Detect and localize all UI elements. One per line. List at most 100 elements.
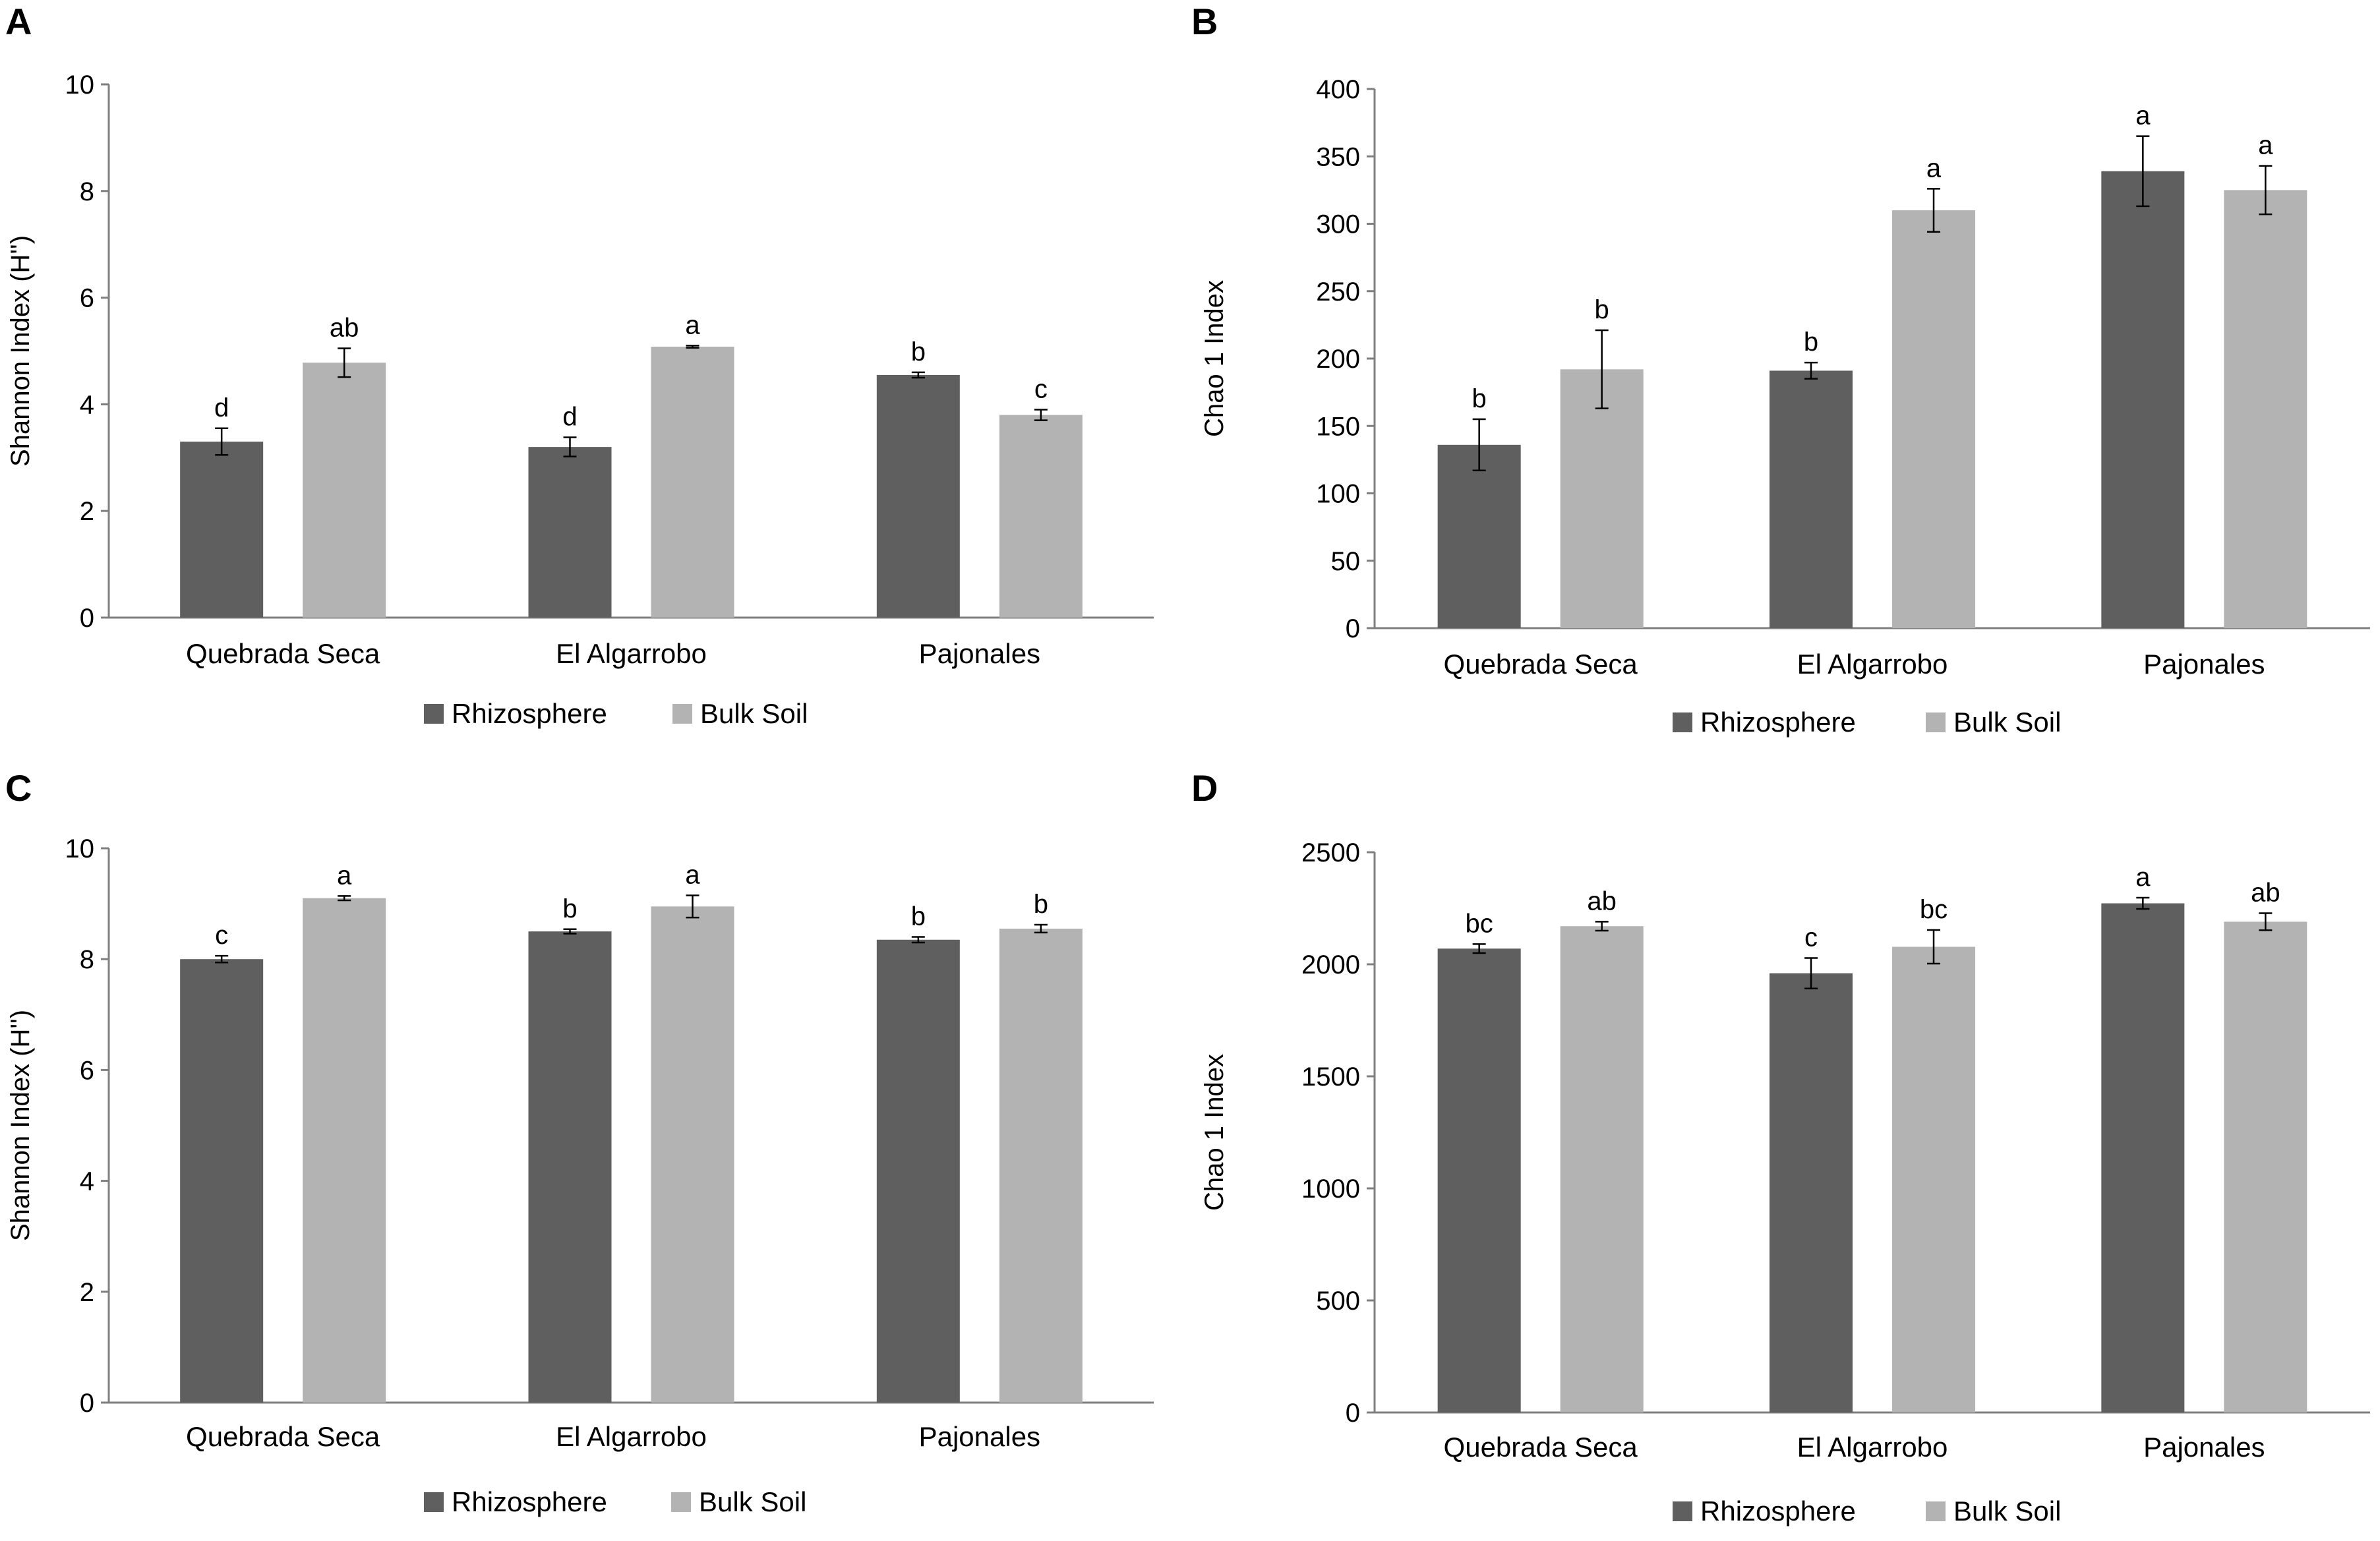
significance-label: a [1926,154,1942,183]
y-tick-label: 100 [1316,480,1360,509]
significance-label: d [562,403,577,432]
category-label: Quebrada Seca [1444,1432,1638,1463]
bar [651,347,734,618]
y-tick-label: 350 [1316,142,1360,171]
bar [1892,946,1975,1412]
y-tick-label: 2 [80,1278,94,1307]
bar [1560,369,1644,628]
legend-swatch [1673,712,1692,732]
category-label: Pajonales [2143,649,2265,680]
category-label: El Algarrobo [1797,649,1948,680]
y-tick-label: 10 [65,71,95,100]
panel-c: C 0 2 4 6 8 10 Shannon Index (H'') Quebrada Seca… [5,767,1154,1517]
bar [876,374,960,618]
bar [303,363,386,618]
y-axis-title: Chao 1 Index [1200,1054,1229,1211]
significance-label: a [685,860,700,889]
y-tick-label: 4 [80,390,94,419]
bar [1892,210,1975,628]
category-label: El Algarrobo [556,638,707,669]
significance-label: b [1472,384,1487,413]
bar [2101,903,2185,1412]
legend-swatch [671,1492,691,1512]
y-tick-label: 0 [80,1389,94,1418]
legend-label: Bulk Soil [1953,1496,2061,1526]
legend-swatch [1926,712,1946,732]
bar [528,447,612,618]
significance-label: a [2135,863,2151,892]
y-tick-label: 250 [1316,277,1360,306]
y-axis-title: Chao 1 Index [1200,280,1229,437]
y-tick-label: 300 [1316,210,1360,239]
panel-d: D 0 500 1000 1500 2000 2500 Chao 1 Index Quebrad… [1191,767,2370,1526]
significance-label: c [1034,374,1048,403]
bar [2224,921,2307,1412]
y-tick-label: 200 [1316,345,1360,374]
category-label: Pajonales [2143,1432,2265,1463]
significance-label: b [1804,328,1818,357]
category-label: Quebrada Seca [186,1421,380,1452]
y-tick-label: 0 [1346,614,1360,643]
significance-label: a [685,310,700,339]
legend-label: Rhizosphere [1700,707,1856,738]
bar [1560,926,1644,1412]
significance-label: ab [330,313,359,342]
y-tick-label: 4 [80,1167,94,1196]
legend-swatch [1926,1501,1946,1521]
category-label: Pajonales [919,1421,1040,1452]
y-axis-title: Shannon Index (H'') [6,235,35,467]
panel-letter: B [1191,1,1218,42]
y-tick-label: 150 [1316,412,1360,441]
legend-swatch [424,704,444,724]
significance-label: a [2258,131,2273,160]
category-label: El Algarrobo [1797,1432,1948,1463]
bar [1770,370,1853,628]
bar [180,442,264,618]
bar [2101,171,2185,628]
significance-label: bc [1466,909,1493,938]
significance-label: d [214,393,229,422]
panel-a: A 0 2 4 6 8 10 Shannon Index (H'') Quebrada Seca… [5,1,1154,729]
bar [1770,973,1853,1412]
y-tick-label: 2500 [1301,838,1360,867]
legend-label: Bulk Soil [700,698,808,729]
significance-label: bc [1920,895,1948,924]
y-tick-label: 1500 [1301,1062,1360,1091]
y-tick-label: 400 [1316,75,1360,104]
y-tick-label: 0 [1346,1399,1360,1428]
y-tick-label: 8 [80,177,94,206]
significance-label: c [1804,923,1818,952]
bar [651,906,734,1403]
y-tick-label: 6 [80,1056,94,1085]
legend-swatch [672,704,692,724]
y-tick-label: 500 [1316,1287,1360,1316]
y-tick-label: 6 [80,284,94,313]
panel-letter: C [5,767,32,809]
significance-label: a [2135,102,2151,131]
bar [303,898,386,1403]
bar [999,415,1083,618]
legend-label: Bulk Soil [1953,707,2061,738]
bar [876,939,960,1403]
panel-b: B 0 50 100 150 200 250 300 350 400 Chao 1 Index Que… [1191,1,2370,738]
legend-label: Bulk Soil [699,1486,806,1517]
panel-letter: A [5,1,32,42]
y-tick-label: 50 [1331,547,1361,576]
y-axis-title: Shannon Index (H'') [6,1010,35,1241]
significance-label: a [337,861,352,890]
bar [2224,190,2307,628]
bar [1437,444,1521,628]
significance-label: ab [1587,887,1617,916]
y-tick-label: 10 [65,834,95,863]
bar [180,959,264,1403]
category-label: Quebrada Seca [1444,649,1638,680]
legend-swatch [424,1492,444,1512]
significance-label: b [1034,890,1048,919]
significance-label: ab [2251,878,2280,907]
y-tick-label: 8 [80,945,94,974]
panel-letter: D [1191,767,1218,809]
legend-label: Rhizosphere [1700,1496,1856,1526]
significance-label: b [911,337,926,366]
y-tick-label: 0 [80,604,94,633]
